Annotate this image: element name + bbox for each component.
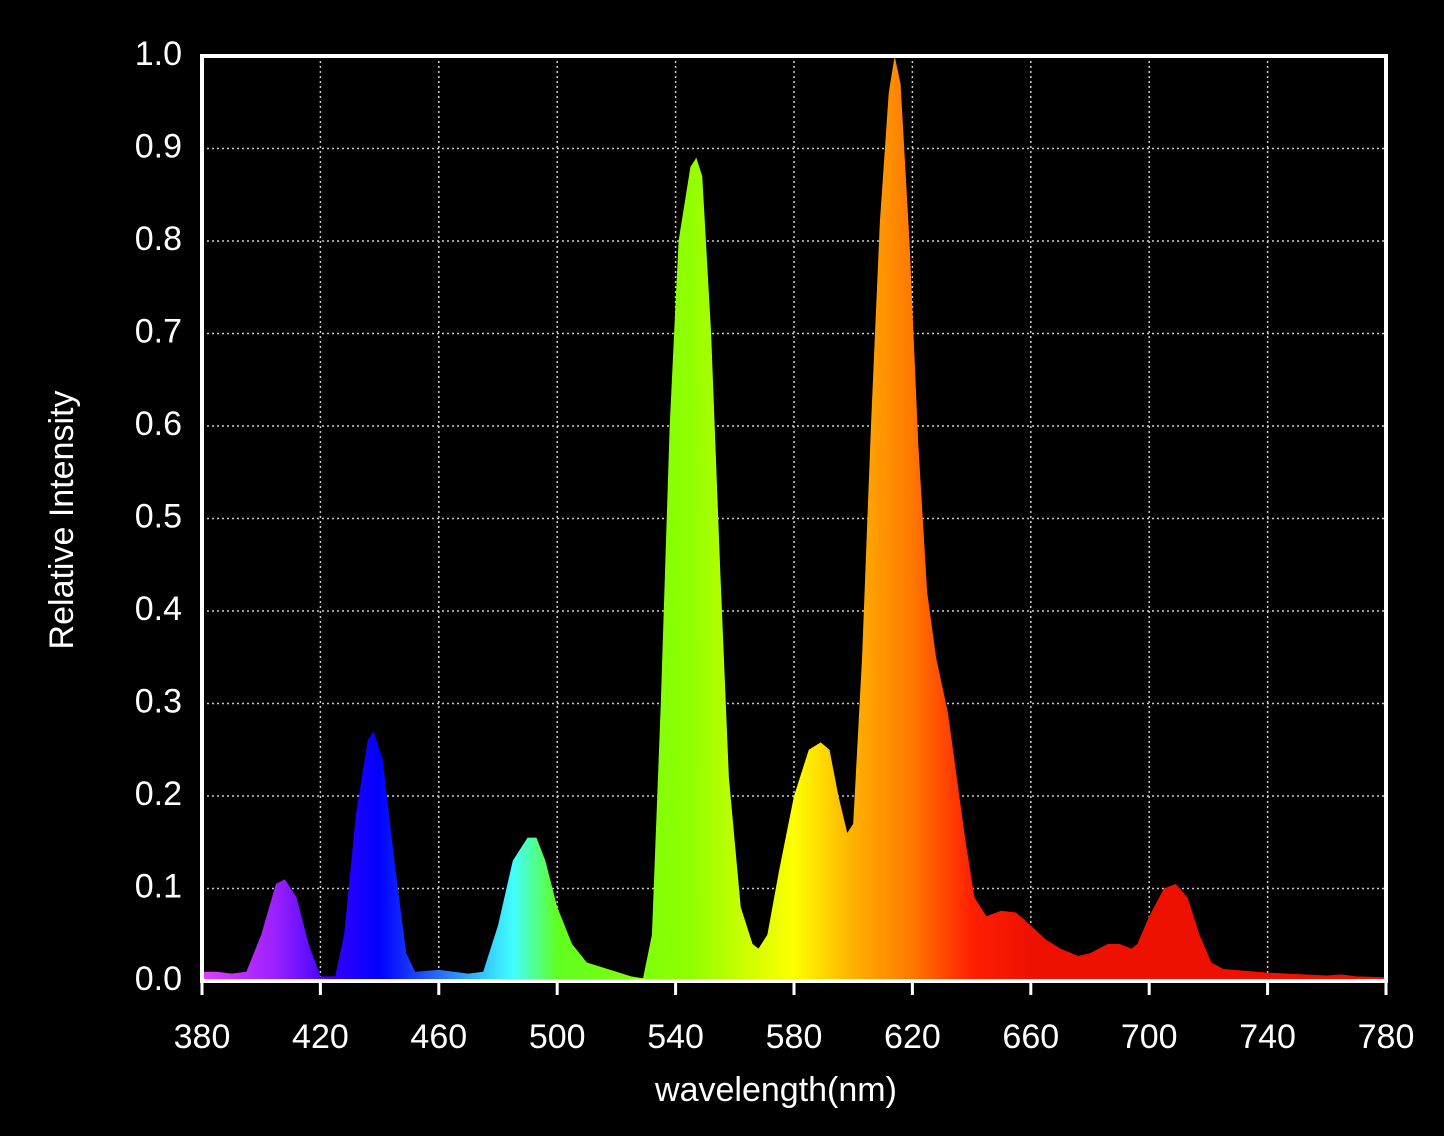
x-tick-label: 700 <box>1121 1018 1178 1056</box>
x-tick-label: 380 <box>174 1018 231 1056</box>
x-tick-label: 660 <box>1002 1018 1059 1056</box>
y-tick-label: 0.0 <box>135 960 182 998</box>
spectrum-area <box>202 56 1386 981</box>
x-tick-label: 500 <box>529 1018 586 1056</box>
x-tick-label: 540 <box>647 1018 704 1056</box>
x-tick-label: 620 <box>884 1018 941 1056</box>
x-tick-label: 740 <box>1239 1018 1296 1056</box>
y-tick-label: 1.0 <box>135 35 182 73</box>
x-axis-title: wavelength(nm) <box>654 1071 897 1109</box>
y-tick-label: 0.3 <box>135 682 182 720</box>
y-axis-title: Relative Intensity <box>43 391 81 650</box>
y-tick-label: 0.9 <box>135 127 182 165</box>
x-tick-label: 580 <box>766 1018 823 1056</box>
x-tick-label: 780 <box>1358 1018 1415 1056</box>
y-tick-label: 0.2 <box>135 775 182 813</box>
y-tick-label: 0.7 <box>135 312 182 350</box>
y-tick-label: 0.1 <box>135 867 182 905</box>
x-tick-label: 460 <box>410 1018 467 1056</box>
y-tick-label: 0.5 <box>135 497 182 535</box>
plot-frame <box>200 54 1388 983</box>
y-tick-label: 0.4 <box>135 590 182 628</box>
x-tick-label: 420 <box>292 1018 349 1056</box>
y-tick-label: 0.6 <box>135 405 182 443</box>
y-tick-label: 0.8 <box>135 220 182 258</box>
